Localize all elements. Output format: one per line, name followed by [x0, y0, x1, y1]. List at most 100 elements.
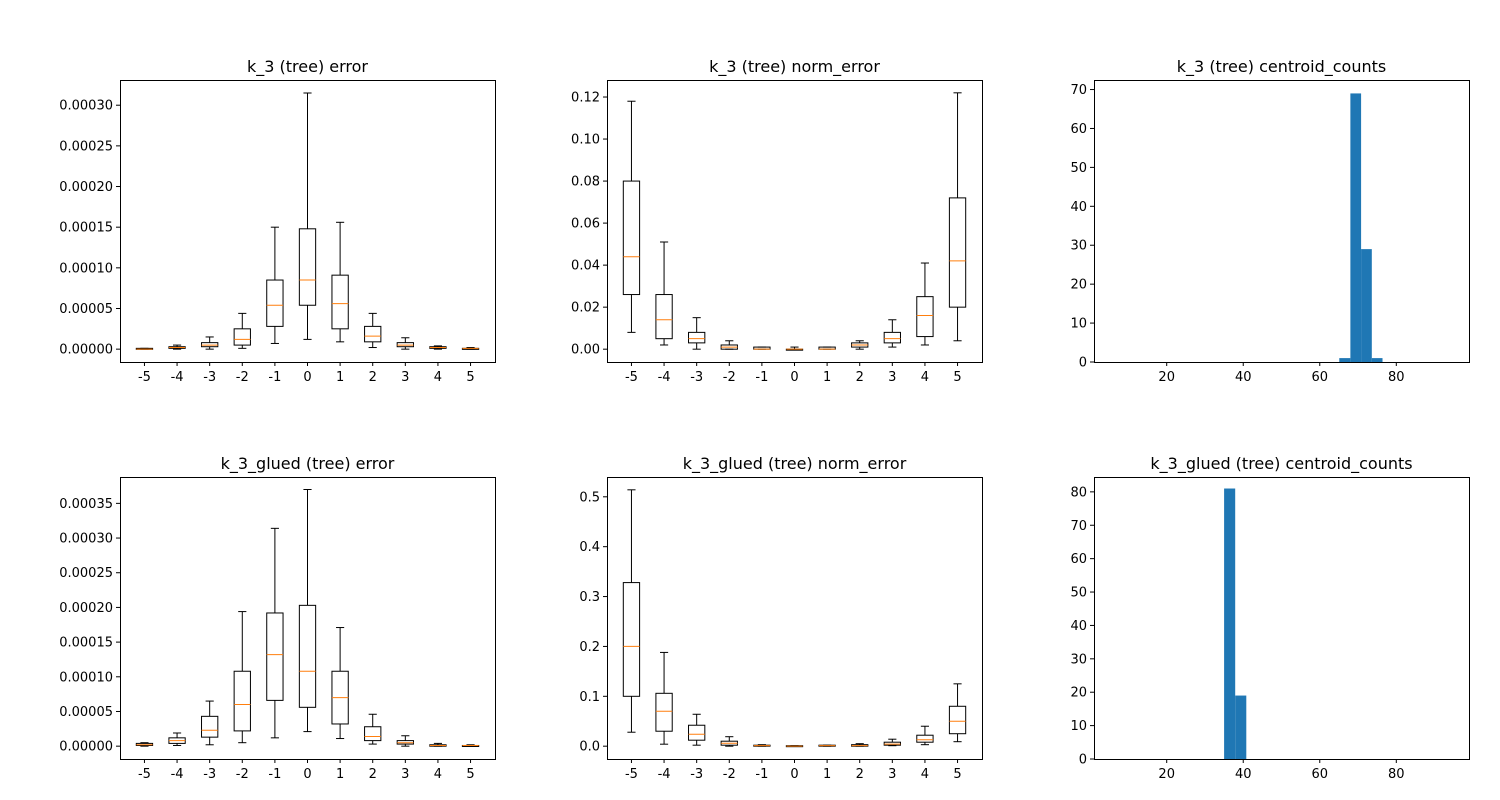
- y-tick-label: 0.5: [579, 490, 600, 505]
- box-2: [851, 743, 869, 747]
- y-tick-label: 70: [1070, 519, 1087, 534]
- box--5: [135, 742, 154, 747]
- y-axis: 0.00000 0.00005 0.00010 0.00015 0.00020 0.000…: [59, 99, 120, 358]
- y-tick-label: 30: [1070, 652, 1087, 667]
- y-tick-label: 0.00000: [59, 740, 113, 755]
- panel-k3-centroid-counts: k_3 (tree) centroid_counts 0 10 20 30 40 50 60…: [1070, 57, 1470, 385]
- box--3: [688, 317, 706, 350]
- panel-k3-glued-error: k_3_glued (tree) error 0.000000.000050.0…: [59, 454, 496, 782]
- box-3: [883, 738, 901, 747]
- x-tick-label: 60: [1311, 370, 1328, 385]
- y-tick-label: 0.00005: [59, 302, 113, 317]
- box-1: [818, 346, 836, 350]
- y-tick-label: 0.00030: [59, 99, 113, 114]
- x-tick-label: 3: [401, 767, 409, 782]
- box-4: [916, 262, 934, 346]
- y-tick-label: 70: [1070, 83, 1087, 98]
- x-tick-label: -1: [268, 767, 281, 782]
- axes-frame: [1094, 80, 1470, 363]
- box-1: [331, 627, 349, 740]
- box-0: [298, 92, 317, 340]
- y-tick-label: 0.08: [571, 175, 600, 190]
- box-body: [233, 670, 251, 732]
- y-tick-label: 0.00000: [59, 343, 113, 358]
- x-tick-label: 2: [369, 370, 377, 385]
- panel-marks: [622, 489, 967, 748]
- box--5: [135, 347, 154, 350]
- y-axis: 0 10 20 30 40 50 60 70 80: [1070, 485, 1094, 768]
- x-tick-label: -4: [171, 370, 184, 385]
- panel-title: k_3 (tree) norm_error: [709, 57, 880, 77]
- x-tick-label: 1: [823, 370, 831, 385]
- y-tick-label: 50: [1070, 586, 1087, 601]
- y-tick-label: 0.0: [579, 740, 600, 755]
- x-tick-label: -3: [690, 370, 703, 385]
- box-3: [396, 337, 414, 350]
- hist-bar: [1235, 695, 1247, 759]
- x-tick-label: 4: [434, 767, 442, 782]
- x-tick-label: 1: [336, 370, 344, 385]
- axes-frame: [1094, 477, 1470, 760]
- box-5: [461, 347, 480, 350]
- box-body: [688, 331, 706, 344]
- y-tick-label: 50: [1070, 161, 1087, 176]
- x-tick-label: 5: [953, 767, 961, 782]
- box-1: [818, 744, 836, 747]
- x-tick-label: -5: [138, 767, 151, 782]
- x-tick-label: -3: [203, 370, 216, 385]
- box-0: [298, 488, 317, 733]
- box-body: [655, 692, 673, 732]
- box--5: [622, 489, 641, 733]
- box-body: [298, 604, 317, 708]
- y-tick-label: 0.10: [571, 133, 600, 148]
- y-tick-label: 0.04: [571, 259, 600, 274]
- x-tick-label: 40: [1235, 370, 1252, 385]
- x-tick-label: 5: [953, 370, 961, 385]
- box--1: [266, 226, 284, 344]
- y-tick-label: 0.3: [579, 590, 600, 605]
- y-tick-label: 60: [1070, 552, 1087, 567]
- y-tick-label: 0.12: [571, 91, 600, 106]
- y-tick-label: 0: [1079, 753, 1087, 768]
- x-axis: -5 -4 -3 -2 -1 0 1 2 3 4 5: [625, 362, 962, 385]
- box-body: [266, 612, 284, 701]
- y-tick-label: 0.00: [571, 343, 600, 358]
- y-tick-label: 0.4: [579, 540, 600, 555]
- y-axis: 0.00000 0.00005 0.00010 0.00015 0.00020 0.000…: [59, 497, 120, 755]
- panel-k3-norm-error: k_3 (tree) norm_error 0.000.020.040.060.…: [571, 57, 983, 385]
- x-tick-label: -5: [625, 370, 638, 385]
- box-5: [948, 683, 967, 743]
- box-2: [364, 312, 382, 349]
- y-tick-label: 0.00030: [59, 532, 113, 547]
- panel-marks: [622, 92, 967, 351]
- x-tick-label: -2: [236, 767, 249, 782]
- x-tick-label: 0: [790, 370, 798, 385]
- x-tick-label: 2: [369, 767, 377, 782]
- box-body: [201, 715, 219, 738]
- y-tick-label: 30: [1070, 239, 1087, 254]
- y-tick-label: 0.00015: [59, 636, 113, 651]
- y-axis: 0.0 0.1 0.2 0.3 0.4 0.5: [579, 490, 607, 755]
- y-tick-label: 0.1: [579, 690, 600, 705]
- box-body: [233, 328, 251, 346]
- x-tick-label: 5: [466, 767, 474, 782]
- box-body: [622, 180, 641, 296]
- x-tick-label: -4: [658, 370, 671, 385]
- box--3: [201, 700, 219, 746]
- box-body: [883, 331, 901, 344]
- y-tick-label: 80: [1070, 485, 1087, 500]
- box-body: [266, 279, 284, 327]
- y-tick-label: 0.00020: [59, 601, 113, 616]
- x-tick-label: -1: [268, 370, 281, 385]
- panel-k3-error: k_3 (tree) error 0.000000.000050.000100.…: [59, 57, 496, 385]
- box-body: [688, 724, 706, 741]
- x-tick-label: 4: [434, 370, 442, 385]
- x-axis: -5 -4 -3 -2 -1 0 1 2 3 4 5: [625, 759, 962, 782]
- x-tick-label: -3: [203, 767, 216, 782]
- y-tick-label: 0.00025: [59, 139, 113, 154]
- box-4: [429, 742, 447, 747]
- y-tick-label: 0.2: [579, 640, 600, 655]
- x-tick-label: 60: [1311, 767, 1328, 782]
- x-tick-label: 4: [921, 767, 929, 782]
- box-5: [461, 744, 480, 747]
